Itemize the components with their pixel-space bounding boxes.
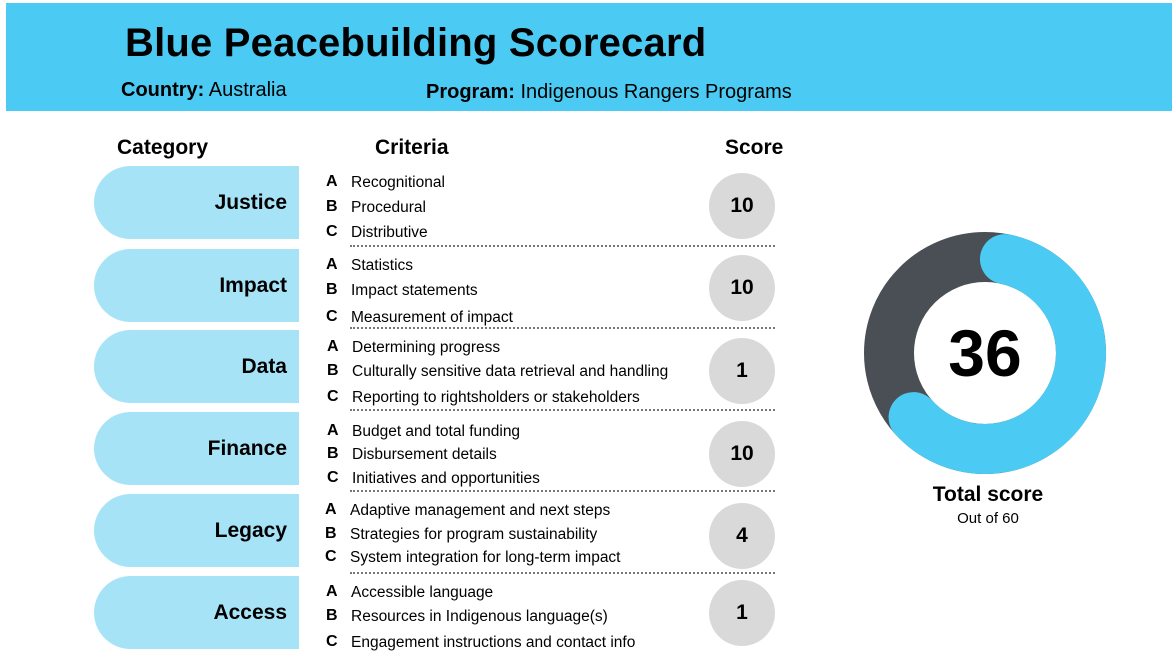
criteria-letter: A <box>327 422 339 439</box>
category-pill-legacy: Legacy <box>94 494 299 567</box>
score-impact: 10 <box>709 255 775 321</box>
row-divider <box>350 409 775 411</box>
criteria-letter: B <box>326 198 338 215</box>
criteria-text: Resources in Indigenous language(s) <box>351 608 608 625</box>
total-score-sublabel: Out of 60 <box>957 510 1019 527</box>
criteria-column-header: Criteria <box>375 136 449 159</box>
criteria-text: Culturally sensitive data retrieval and … <box>352 363 669 380</box>
criteria-letter: C <box>327 469 339 486</box>
criteria-letter: C <box>326 223 338 240</box>
criteria-text: Engagement instructions and contact info <box>351 634 636 651</box>
score-justice: 10 <box>709 173 775 239</box>
country-label: Country: <box>121 79 205 101</box>
criteria-text: System integration for long-term impact <box>350 549 621 566</box>
criteria-text: Adaptive management and next steps <box>350 502 611 519</box>
criteria-letter: A <box>325 501 337 518</box>
criteria-letter: C <box>326 633 338 650</box>
criteria-letter: B <box>327 445 339 462</box>
criteria-letter: C <box>327 388 339 405</box>
criteria-text: Initiatives and opportunities <box>352 470 540 487</box>
criteria-text: Budget and total funding <box>352 423 521 440</box>
score-legacy: 4 <box>709 503 775 569</box>
score-data: 1 <box>709 338 775 404</box>
score-finance: 10 <box>709 421 775 487</box>
criteria-text: Reporting to rightsholders or stakeholde… <box>352 389 640 406</box>
category-pill-access: Access <box>94 576 299 649</box>
row-divider <box>350 572 775 574</box>
donut-score-ring <box>864 232 1106 474</box>
criteria-letter: B <box>327 362 339 379</box>
score-column-header: Score <box>725 136 784 159</box>
total-score-label: Total score <box>932 483 1044 506</box>
total-score-donut: 36 <box>864 232 1106 474</box>
criteria-letter: C <box>326 308 338 325</box>
criteria-letter: C <box>325 548 337 565</box>
row-divider <box>350 245 775 247</box>
header-banner: Blue Peacebuilding Scorecard Country: Au… <box>6 3 1172 111</box>
score-donut-chart <box>864 232 1106 474</box>
criteria-letter: B <box>326 281 338 298</box>
country-value: Australia <box>208 79 287 101</box>
criteria-letter: A <box>326 256 338 273</box>
category-pill-justice: Justice <box>94 166 299 239</box>
criteria-text: Determining progress <box>352 339 501 356</box>
program-value: Indigenous Rangers Programs <box>520 81 792 103</box>
program-info: Program: Indigenous Rangers Programs <box>426 81 792 104</box>
total-score-value: 36 <box>948 316 1022 390</box>
criteria-text: Measurement of impact <box>351 309 513 326</box>
category-pill-data: Data <box>94 330 299 403</box>
score-access: 1 <box>709 580 775 646</box>
criteria-text: Accessible language <box>351 584 494 601</box>
criteria-letter: B <box>326 607 338 624</box>
criteria-text: Strategies for program sustainability <box>350 526 598 543</box>
criteria-letter: A <box>326 173 338 190</box>
criteria-letter: B <box>325 525 337 542</box>
category-column-header: Category <box>117 136 209 159</box>
criteria-letter: A <box>326 583 338 600</box>
criteria-letter: A <box>327 338 339 355</box>
page-title: Blue Peacebuilding Scorecard <box>125 21 707 65</box>
criteria-text: Recognitional <box>351 174 445 191</box>
criteria-text: Disbursement details <box>352 446 497 463</box>
country-info: Country: Australia <box>121 79 287 102</box>
criteria-text: Procedural <box>351 199 426 216</box>
row-divider <box>350 490 775 492</box>
criteria-text: Statistics <box>351 257 414 274</box>
program-label: Program: <box>426 81 515 103</box>
category-pill-impact: Impact <box>94 249 299 322</box>
criteria-text: Distributive <box>351 224 428 241</box>
row-divider <box>350 327 775 329</box>
category-pill-finance: Finance <box>94 412 299 485</box>
criteria-text: Impact statements <box>351 282 478 299</box>
